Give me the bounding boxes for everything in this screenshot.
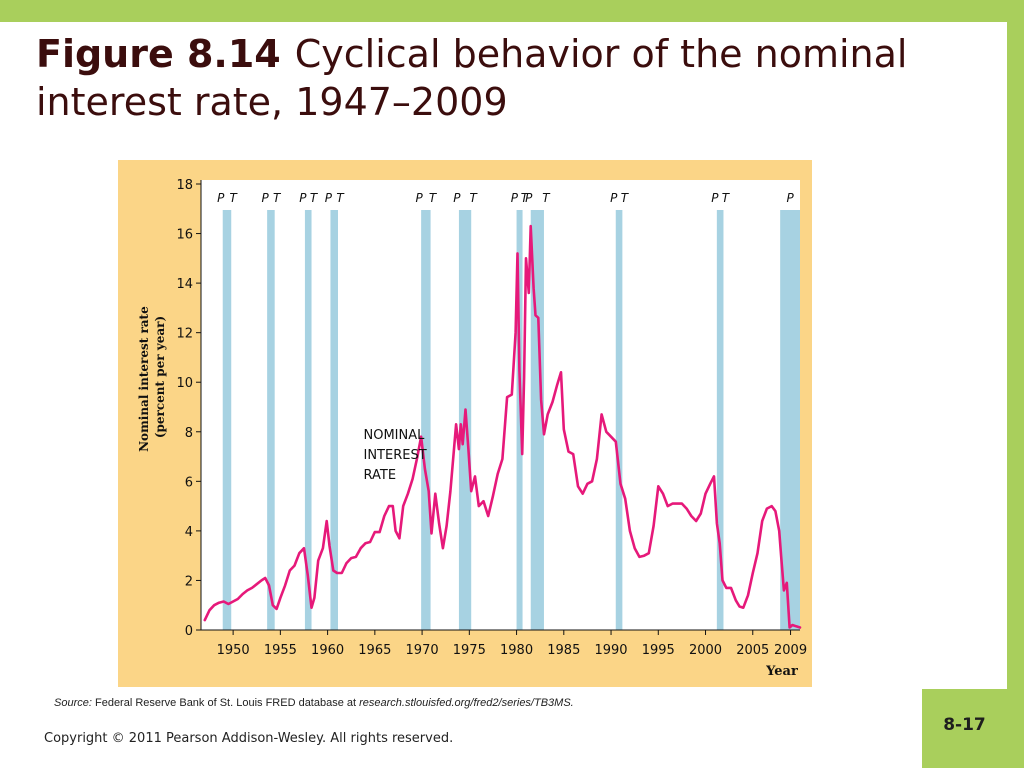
source-note: Source: Federal Reserve Bank of St. Loui… (54, 697, 574, 709)
annotation-line: NOMINAL (364, 428, 426, 443)
figure-caption: Cyclical behavior of the nominal interes… (36, 32, 908, 124)
y-tick-label: 18 (176, 178, 193, 193)
x-tick-label: 1995 (642, 643, 675, 658)
recession-peak-label: P (299, 191, 307, 205)
y-tick-label: 6 (185, 475, 193, 490)
x-tick-label: 1980 (500, 643, 533, 658)
recession-band (615, 210, 623, 630)
recession-trough-label: T (722, 191, 731, 205)
y-tick-label: 2 (185, 574, 193, 589)
recession-band (267, 210, 275, 630)
y-tick-label: 10 (176, 376, 193, 391)
y-tick-label: 0 (185, 624, 193, 639)
y-tick-label: 12 (176, 327, 193, 342)
page-number: 8-17 (943, 715, 986, 735)
recession-peak-label: P (711, 191, 719, 205)
series-layer (203, 224, 802, 629)
right-accent-bar (1007, 0, 1024, 768)
interest-rate-chart: P T P T P T P T P T P T P TP T P T P T P 024681012141618195… (137, 178, 807, 679)
top-accent-bar (0, 0, 1024, 22)
plot-area (201, 180, 800, 630)
recession-band (330, 210, 338, 630)
annotation-line: RATE (364, 468, 397, 483)
page-number-box: 8-17 (922, 689, 1007, 768)
recession-peak-label: P (325, 191, 333, 205)
y-axis-label: Nominal interest rate (percent per year) (137, 302, 167, 452)
x-tick-label: 1970 (406, 643, 439, 658)
recession-peak-label: P (610, 191, 618, 205)
x-tick-label: 1965 (358, 643, 391, 658)
source-url: research.stlouisfed.org/fred2/series/TB3… (359, 697, 574, 709)
recession-band (304, 210, 312, 630)
y-tick-label: 8 (185, 426, 193, 441)
x-tick-label: 1960 (311, 643, 344, 658)
series-annotation: NOMINAL INTEREST RATE (364, 428, 427, 483)
recession-peak-label: P (511, 191, 519, 205)
recession-peak-label: P (262, 191, 270, 205)
recession-trough-label: T (273, 191, 282, 205)
x-tick-label: 1950 (217, 643, 250, 658)
copyright-notice: Copyright © 2011 Pearson Addison-Wesley.… (44, 731, 454, 746)
x-tick-label: 1955 (264, 643, 297, 658)
annotation-line: INTEREST (364, 448, 427, 463)
figure-number: Figure 8.14 (36, 32, 281, 76)
x-tick-label: 1985 (547, 643, 580, 658)
recession-trough-label: T (521, 191, 530, 205)
recession-band (716, 210, 724, 630)
x-tick-label: 1990 (594, 643, 627, 658)
y-tick-label: 16 (176, 228, 193, 243)
recession-peak-label: P (217, 191, 225, 205)
slide-title: Figure 8.14 Cyclical behavior of the nomi… (36, 30, 936, 126)
x-tick-label: 1975 (453, 643, 486, 658)
x-tick-label: 2000 (689, 643, 722, 658)
recession-peak-label: P (453, 191, 461, 205)
x-tick-label: 2005 (736, 643, 769, 658)
recession-bands: P T P T P T P T P T P T P TP T P T P T P (201, 180, 800, 630)
recession-label: P (786, 191, 794, 205)
recession-band (530, 210, 544, 630)
recession-trough-label: T (230, 191, 239, 205)
y-tick-label: 14 (176, 277, 193, 292)
recession-band (516, 210, 523, 630)
recession-peak-label: P (416, 191, 424, 205)
recession-trough-label: T (621, 191, 630, 205)
recession-trough-label: T (336, 191, 345, 205)
source-label: Source: (54, 697, 92, 709)
axes: 0 2 4 6 8 10 12 14 16 18 1950 1955 1960 1965 1970 1975 1… (176, 178, 807, 658)
y-axis-label-line1: Nominal interest rate (137, 306, 151, 452)
x-axis-label: Year (765, 664, 798, 679)
y-axis-label-line2: (percent per year) (153, 316, 167, 438)
recession-trough-label: T (542, 191, 551, 205)
recession-trough-label: T (429, 191, 438, 205)
recession-band (421, 210, 431, 630)
source-text: Federal Reserve Bank of St. Louis FRED d… (94, 697, 357, 709)
recession-band (222, 210, 232, 630)
interest-rate-line (203, 224, 802, 629)
recession-peak-label: P (525, 191, 533, 205)
recession-trough-label: T (310, 191, 319, 205)
recession-band (780, 210, 800, 630)
x-tick-label: 2009 (774, 643, 807, 658)
y-tick-label: 4 (185, 525, 193, 540)
recession-trough-label: T (470, 191, 479, 205)
